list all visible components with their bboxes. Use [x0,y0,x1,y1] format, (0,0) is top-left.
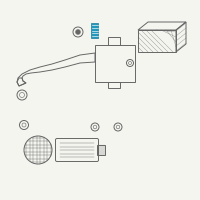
Bar [138,30,176,52]
Circle shape [76,29,80,34]
Bar [91,23,98,38]
